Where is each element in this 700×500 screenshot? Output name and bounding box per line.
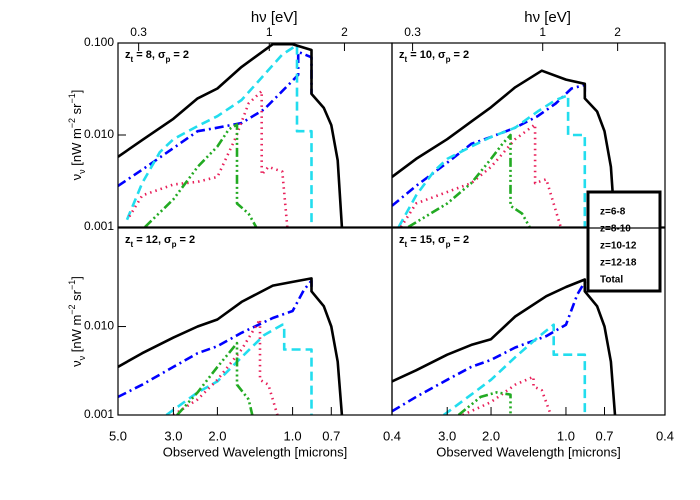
y-axis-title-part: ν: [77, 355, 87, 360]
y-axis-title-part: ν: [69, 174, 84, 181]
x2-tick-label: 2: [614, 25, 621, 39]
x2-tick-label: 0.3: [130, 25, 147, 39]
series-line: [399, 123, 562, 227]
x-tick-label: 2.0: [208, 428, 226, 443]
series-line: [125, 43, 313, 227]
legend-entry: z=8-10: [600, 224, 631, 235]
y-axis-title-part: −1: [67, 280, 77, 290]
annotation-part: t: [405, 55, 408, 64]
annotation-part: = 12, σ: [133, 234, 172, 246]
panel-frame: [391, 42, 666, 228]
series-line: [176, 341, 254, 415]
series-line: [442, 323, 587, 415]
y-axis-title-part: −2: [67, 304, 77, 314]
y-axis-title: νν [nW m−2 sr−1]: [67, 276, 87, 367]
y-axis-title-part: −1: [67, 93, 77, 103]
series-line: [407, 133, 531, 227]
x-tick-label: 1.0: [284, 428, 302, 443]
x-tick-label: 3.0: [438, 428, 456, 443]
series-line: [118, 43, 344, 227]
annotation-part: = 10, σ: [407, 49, 446, 61]
y-axis-title-part: sr: [69, 289, 84, 304]
panel-annotation: zt = 8, σp = 2: [125, 49, 189, 64]
series-line: [392, 278, 617, 415]
annotation-part: = 2: [170, 49, 189, 61]
x-tick-label: 1.0: [557, 428, 575, 443]
x-tick-label: 0.7: [595, 428, 613, 443]
plot-area: [392, 278, 617, 415]
annotation-part: p: [446, 55, 451, 64]
x-tick-label: 0.4: [383, 428, 401, 443]
annotation-part: p: [165, 55, 170, 64]
annotation-part: z: [399, 49, 405, 61]
y-axis-title-part: ν: [77, 169, 87, 174]
legend-box: [586, 190, 662, 293]
series-line: [118, 50, 313, 187]
annotation-part: t: [131, 240, 134, 249]
y-axis-title-part: ]: [69, 90, 84, 94]
series-line: [118, 277, 344, 415]
x-tick-label: 5.0: [109, 428, 127, 443]
legend-entry: z=10-12: [600, 241, 637, 252]
x-tick-label: 0.7: [322, 428, 340, 443]
x-tick-label: 0.4: [656, 428, 674, 443]
y-axis-title: νν [nW m−2 sr−1]: [67, 90, 87, 181]
x2-tick-label: 1: [539, 25, 546, 39]
y-axis-title-part: [nW m: [69, 315, 84, 356]
annotation-part: = 2: [450, 49, 469, 61]
annotation-part: p: [446, 240, 451, 249]
annotation-part: t: [131, 55, 134, 64]
series-line: [392, 69, 617, 227]
x-axis-title: Observed Wavelength [microns]: [163, 444, 347, 459]
panel-annotation: zt = 15, σp = 2: [399, 234, 469, 249]
annotation-part: = 15, σ: [407, 234, 446, 246]
panel-annotation: zt = 12, σp = 2: [125, 234, 195, 249]
annotation-part: = 8, σ: [133, 49, 166, 61]
y-axis-title-part: [nW m: [69, 128, 84, 169]
y-axis-title-part: ]: [69, 276, 84, 280]
x2-axis-title: hν [eV]: [251, 9, 298, 26]
annotation-part: t: [405, 240, 408, 249]
legend-entry: Total: [600, 275, 623, 286]
annotation-part: z: [125, 49, 131, 61]
legend-entry: z=12-18: [600, 258, 637, 269]
y-tick-label: 0.010: [84, 127, 114, 141]
annotation-part: z: [399, 234, 405, 246]
annotation-part: z: [125, 234, 131, 246]
x2-tick-label: 0.3: [404, 25, 421, 39]
series-line: [165, 323, 313, 415]
series-line: [397, 94, 587, 227]
legend-entry: z=6-8: [600, 207, 626, 218]
series-line: [392, 280, 587, 413]
series-line: [457, 391, 512, 415]
y-axis-title-part: sr: [69, 103, 84, 118]
plot-area: [392, 69, 617, 227]
x-tick-label: 2.0: [482, 428, 500, 443]
y-tick-label: 0.001: [84, 407, 114, 421]
y-axis-title-part: −2: [67, 118, 77, 128]
y-tick-label: 0.001: [84, 219, 114, 233]
annotation-part: p: [172, 240, 177, 249]
x2-axis-title: hν [eV]: [524, 9, 571, 26]
x2-tick-label: 1: [266, 25, 273, 39]
annotation-part: = 2: [176, 234, 195, 246]
plot-area: [118, 43, 344, 227]
panel-annotation: zt = 10, σp = 2: [399, 49, 469, 64]
x2-tick-label: 2: [341, 25, 348, 39]
y-tick-label: 0.010: [84, 319, 114, 333]
series-line: [118, 279, 313, 399]
plot-area: [118, 277, 344, 415]
x-axis-title: Observed Wavelength [microns]: [436, 444, 620, 459]
series-line: [172, 318, 279, 415]
series-line: [462, 375, 553, 415]
panel-frame: [391, 227, 666, 416]
annotation-part: = 2: [450, 234, 469, 246]
x-tick-label: 3.0: [164, 428, 182, 443]
y-tick-label: 0.100: [84, 35, 114, 49]
y-axis-title-part: ν: [69, 360, 84, 367]
